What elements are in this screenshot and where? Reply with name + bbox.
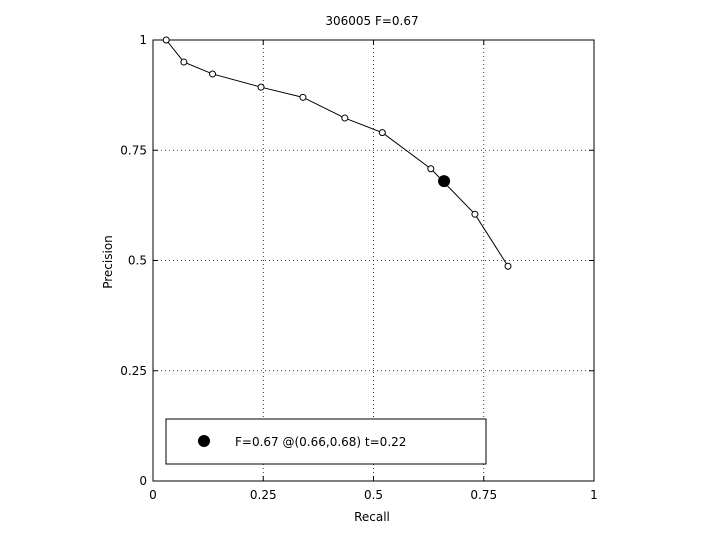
- data-point: [257, 83, 265, 91]
- data-point: [299, 93, 307, 101]
- x-tick-label: 1: [590, 488, 598, 502]
- x-tick-label: 0.75: [470, 488, 497, 502]
- data-point: [180, 58, 188, 66]
- x-tick-label: 0.5: [364, 488, 383, 502]
- legend: F=0.67 @(0.66,0.68) t=0.22: [165, 418, 487, 465]
- chart-title: 306005 F=0.67: [325, 14, 418, 28]
- grid-lines: [153, 40, 594, 481]
- data-point: [162, 36, 170, 44]
- y-axis-label: Precision: [101, 235, 115, 289]
- axis-ticks: 0 0.25 0.5 0.75 1 0 0.25 0.5 0.75 1: [120, 33, 598, 502]
- y-tick-label: 1: [139, 33, 147, 47]
- data-point: [209, 70, 217, 78]
- best-f-point: [438, 175, 451, 188]
- data-point: [341, 114, 349, 122]
- data-point: [471, 210, 479, 218]
- x-tick-label: 0.25: [250, 488, 277, 502]
- legend-box: [165, 418, 487, 465]
- data-point: [504, 262, 512, 270]
- x-tick-label: 0: [149, 488, 157, 502]
- legend-text: F=0.67 @(0.66,0.68) t=0.22: [235, 435, 406, 449]
- series-group: [162, 36, 512, 270]
- y-tick-label: 0.5: [128, 254, 147, 268]
- series-line: [165, 39, 509, 267]
- y-tick-label: 0: [139, 474, 147, 488]
- data-point: [427, 165, 435, 173]
- data-point: [378, 129, 386, 137]
- y-tick-label: 0.25: [120, 364, 147, 378]
- y-tick-label: 0.75: [120, 143, 147, 157]
- x-axis-label: Recall: [354, 510, 390, 524]
- legend-marker: [198, 435, 210, 447]
